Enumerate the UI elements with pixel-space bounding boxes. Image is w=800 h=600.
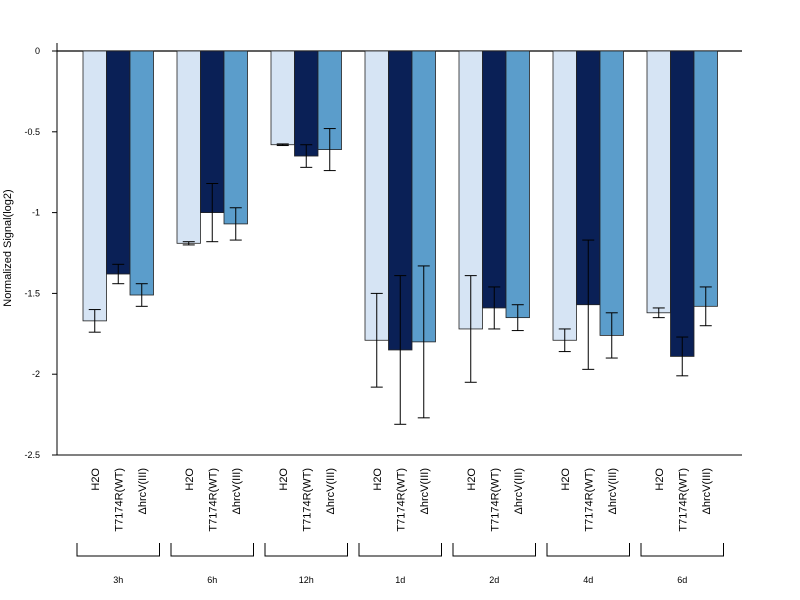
x-tick-label: ΔhrcV(III) [513, 468, 525, 514]
x-tick-label: H2O [372, 468, 384, 491]
bar [552, 50, 577, 341]
group-bracket [264, 543, 348, 557]
x-tick-label: ΔhrcV(III) [137, 468, 149, 514]
bar [129, 50, 154, 296]
y-tick-label: -2 [32, 369, 40, 379]
group-bracket [358, 543, 442, 557]
bar [646, 50, 671, 314]
y-tick-label: 0 [35, 46, 40, 56]
x-tick-label: ΔhrcV(III) [231, 468, 243, 514]
error-bars [88, 128, 712, 425]
x-tick-label: T7174R(WT) [489, 468, 501, 532]
x-tick-label: ΔhrcV(III) [325, 468, 337, 514]
bar [693, 50, 718, 307]
y-tick-label: -1.5 [24, 288, 40, 298]
x-tick-label: H2O [278, 468, 290, 491]
group-bracket [546, 543, 630, 557]
x-tick-label: H2O [184, 468, 196, 491]
group-label: 3h [113, 575, 123, 585]
bar [176, 50, 201, 244]
group-label: 2d [489, 575, 499, 585]
bar [482, 50, 507, 309]
bar [294, 50, 319, 157]
x-tick-label: T7174R(WT) [207, 468, 219, 532]
x-tick-label: H2O [466, 468, 478, 491]
y-tick-label: -0.5 [24, 127, 40, 137]
x-tick-label: T7174R(WT) [395, 468, 407, 532]
x-tick-label: T7174R(WT) [301, 468, 313, 532]
group-label: 12h [299, 575, 314, 585]
x-tick-label: ΔhrcV(III) [701, 468, 713, 514]
group-label: 6h [207, 575, 217, 585]
bar [670, 50, 695, 357]
bar [270, 50, 295, 146]
bar [106, 50, 131, 275]
x-tick-label: H2O [90, 468, 102, 491]
x-tick-label: ΔhrcV(III) [607, 468, 619, 514]
y-axis-label: Normalized Signal(log2) [2, 189, 14, 306]
x-tick-label: H2O [654, 468, 666, 491]
group-bracket [76, 543, 160, 557]
group-bracket [640, 543, 724, 557]
bar [82, 50, 107, 322]
y-tick-label: -1 [32, 208, 40, 218]
group-bracket [170, 543, 254, 557]
group-label: 4d [583, 575, 593, 585]
y-tick-label: -2.5 [24, 450, 40, 460]
bar [505, 50, 530, 319]
x-tick-label: H2O [560, 468, 572, 491]
x-tick-label: T7174R(WT) [677, 468, 689, 532]
x-tick-label: T7174R(WT) [583, 468, 595, 532]
x-tick-label: ΔhrcV(III) [419, 468, 431, 514]
x-tick-labels: H2O T7174R(WT) ΔhrcV(III) 3h H2O T7174R(WT) Δh… [76, 468, 724, 585]
group-label: 6d [677, 575, 687, 585]
bar [599, 50, 624, 336]
x-tick-label: T7174R(WT) [113, 468, 125, 532]
group-label: 1d [395, 575, 405, 585]
group-bracket [452, 543, 536, 557]
bar [223, 50, 248, 225]
